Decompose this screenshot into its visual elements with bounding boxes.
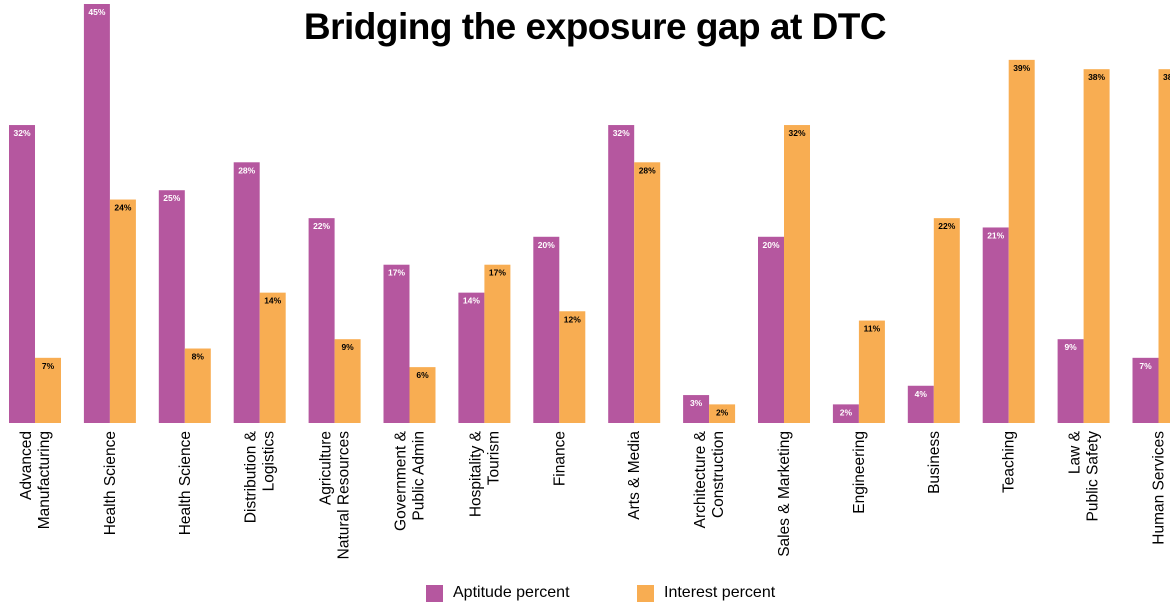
category-label: Teaching	[1001, 431, 1018, 493]
legend-label-aptitude: Aptitude percent	[453, 584, 570, 601]
aptitude-data-label: 4%	[915, 389, 928, 399]
aptitude-bar	[158, 190, 185, 423]
interest-data-label: 8%	[192, 352, 205, 362]
interest-bar	[184, 348, 211, 423]
aptitude-bar	[9, 125, 35, 424]
interest-bar	[109, 199, 136, 423]
interest-bar	[1083, 69, 1110, 423]
category-label: Human Services	[1151, 431, 1168, 545]
aptitude-bar	[758, 236, 784, 423]
category-label: Hospitality &	[467, 430, 484, 517]
interest-bar	[709, 404, 736, 423]
aptitude-bar	[1057, 339, 1084, 423]
aptitude-data-label: 14%	[463, 296, 480, 306]
interest-bar	[858, 320, 885, 423]
interest-data-label: 38%	[1088, 72, 1105, 82]
aptitude-data-label: 21%	[987, 230, 1004, 240]
category-label: Government &	[393, 430, 410, 531]
aptitude-data-label: 20%	[762, 240, 779, 250]
aptitude-data-label: 7%	[1139, 361, 1152, 371]
category-label: Finance	[551, 431, 568, 486]
category-label: Tourism	[485, 431, 502, 485]
interest-data-label: 24%	[114, 203, 131, 213]
aptitude-bar	[1132, 357, 1159, 423]
category-label: Advanced	[18, 431, 35, 500]
aptitude-bar	[383, 264, 410, 423]
interest-data-label: 22%	[938, 221, 955, 231]
category-label: Law &	[1067, 430, 1084, 474]
category-label: Engineering	[851, 431, 868, 514]
category-label: Business	[926, 431, 943, 494]
aptitude-data-label: 3%	[690, 398, 703, 408]
category-label: Distribution &	[243, 430, 260, 523]
interest-bar	[634, 162, 661, 424]
aptitude-data-label: 20%	[538, 240, 555, 250]
category-label: Construction	[710, 431, 727, 518]
interest-bar	[1008, 59, 1035, 423]
interest-data-label: 9%	[341, 342, 354, 352]
interest-data-label: 14%	[264, 296, 281, 306]
interest-bar	[933, 218, 960, 423]
aptitude-data-label: 2%	[840, 407, 853, 417]
aptitude-data-label: 28%	[238, 165, 255, 175]
category-label: Public Safety	[1085, 431, 1102, 522]
interest-data-label: 2%	[716, 407, 729, 417]
interest-data-label: 12%	[564, 314, 581, 324]
aptitude-bar	[83, 4, 110, 423]
aptitude-bar	[533, 236, 560, 423]
interest-data-label: 39%	[1013, 63, 1030, 73]
interest-bar	[409, 367, 436, 423]
aptitude-bar	[458, 292, 485, 423]
category-label: Arts & Media	[626, 431, 643, 520]
aptitude-data-label: 45%	[88, 7, 105, 17]
interest-data-label: 17%	[489, 268, 506, 278]
aptitude-data-label: 22%	[313, 221, 330, 231]
category-label: Public Admin	[411, 431, 428, 521]
category-label: Sales & Marketing	[776, 431, 793, 557]
interest-data-label: 6%	[416, 370, 429, 380]
aptitude-bar	[233, 162, 260, 424]
category-label: Health Science	[177, 431, 194, 535]
aptitude-bar	[608, 125, 635, 424]
aptitude-data-label: 32%	[13, 128, 30, 138]
chart-title: Bridging the exposure gap at DTC	[303, 6, 887, 47]
legend-label-interest: Interest percent	[664, 584, 776, 601]
aptitude-data-label: 17%	[388, 268, 405, 278]
aptitude-bar	[308, 218, 335, 423]
aptitude-bar	[832, 404, 859, 423]
interest-data-label: 11%	[864, 324, 881, 334]
category-label: Architecture &	[692, 430, 709, 528]
category-label: Agriculture	[318, 431, 335, 505]
category-label: Natural Resources	[336, 431, 353, 560]
interest-bar	[35, 357, 61, 423]
category-label: Manufacturing	[36, 431, 53, 529]
aptitude-data-label: 25%	[163, 193, 180, 203]
legend-swatch-interest	[637, 584, 654, 602]
aptitude-bar	[982, 227, 1009, 423]
interest-data-label: 32%	[788, 128, 805, 138]
interest-bar	[559, 311, 586, 423]
category-label: Health Science	[102, 431, 119, 535]
interest-bar	[784, 125, 810, 424]
legend-swatch-aptitude	[426, 584, 443, 602]
interest-data-label: 7%	[42, 361, 55, 371]
interest-data-label: 38%	[1163, 72, 1170, 82]
aptitude-bar	[683, 395, 710, 423]
aptitude-bar	[907, 385, 934, 423]
legend-item-interest: Interest percent	[637, 584, 775, 602]
aptitude-data-label: 32%	[613, 128, 630, 138]
category-label: Logistics	[261, 431, 278, 492]
interest-bar	[484, 264, 511, 423]
legend-item-aptitude: Aptitude percent	[426, 584, 570, 602]
interest-bar	[259, 292, 286, 423]
interest-bar	[1158, 69, 1170, 423]
interest-bar	[334, 339, 361, 423]
aptitude-data-label: 9%	[1064, 342, 1077, 352]
interest-data-label: 28%	[639, 165, 656, 175]
